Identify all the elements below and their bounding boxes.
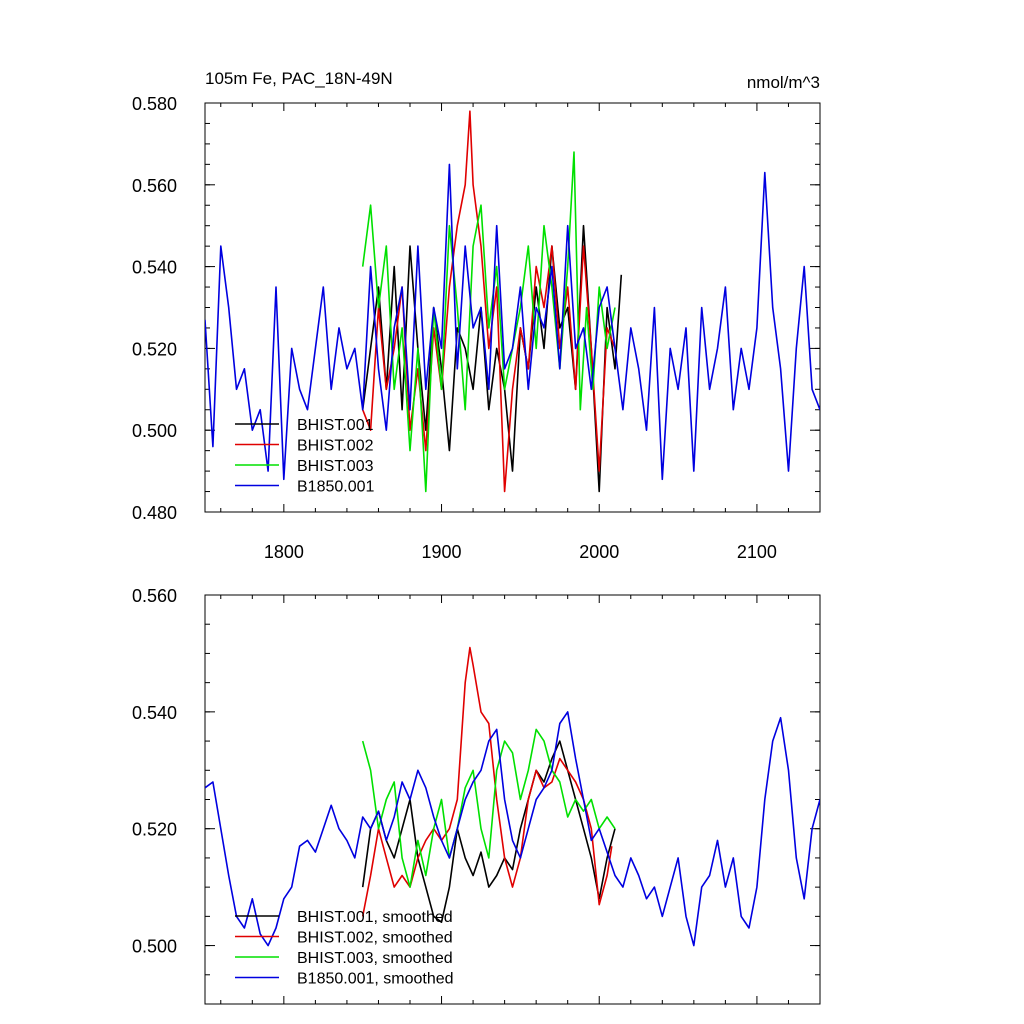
bottom-ticks: 0.500 0.520 0.540 0.560 [132,586,821,1005]
top-y-tick-label: 0.480 [132,503,177,523]
bottom-y-tick-label: 0.560 [132,586,177,606]
top-x-tick-label-1900: 1900 [422,542,462,562]
bottom-legend-label-2: BHIST.003, smoothed [297,950,453,967]
top-y-tick-label: 0.540 [132,258,177,278]
bottom-y-tick-label: 0.520 [132,820,177,840]
top-series [205,110,820,493]
bottom-panel: 0.500 0.520 0.540 0.560 BHIST.001, smoothed… [132,586,821,1005]
bottom-legend-label-3: B1850.001, smoothed [297,971,454,988]
bottom-y-tick-label: 0.500 [132,937,177,957]
top-legend-label-1: BHIST.002 [297,438,374,455]
bottom-y-tick-label: 0.540 [132,703,177,723]
top-y-tick-label: 0.500 [132,421,177,441]
top-series-line-2 [361,151,616,493]
top-y-tick-label: 0.560 [132,176,177,196]
top-panel-units: nmol/m^3 [747,73,820,92]
top-x-tick-label-2000: 2000 [579,542,619,562]
top-ticks: 1800 1900 2000 2100 0.480 0.500 0.520 0.540 0.56… [132,94,821,562]
bottom-series-line-3 [205,711,820,947]
bottom-series-line-1 [361,646,613,917]
bottom-series-line-0 [361,740,616,924]
top-y-tick-label: 0.520 [132,339,177,359]
top-legend: BHIST.001 BHIST.002 BHIST.003 B1850.001 [235,417,375,496]
top-legend-label-3: B1850.001 [297,479,375,496]
top-x-tick-label-2100: 2100 [737,542,777,562]
bottom-legend-label-0: BHIST.001, smoothed [297,909,453,926]
top-legend-label-2: BHIST.003 [297,458,374,475]
top-series-line-3 [205,163,820,481]
top-panel: 105m Fe, PAC_18N-49N nmol/m^3 1800 1900 20… [132,69,821,562]
top-y-tick-label: 0.580 [132,94,177,114]
top-panel-title: 105m Fe, PAC_18N-49N [205,69,393,88]
bottom-legend-label-1: BHIST.002, smoothed [297,930,453,947]
top-legend-label-0: BHIST.001 [297,417,374,434]
bottom-legend: BHIST.001, smoothed BHIST.002, smoothed BH… [235,909,454,988]
bottom-series-line-2 [361,728,616,888]
top-x-tick-label-1800: 1800 [264,542,304,562]
bottom-series [205,646,820,947]
